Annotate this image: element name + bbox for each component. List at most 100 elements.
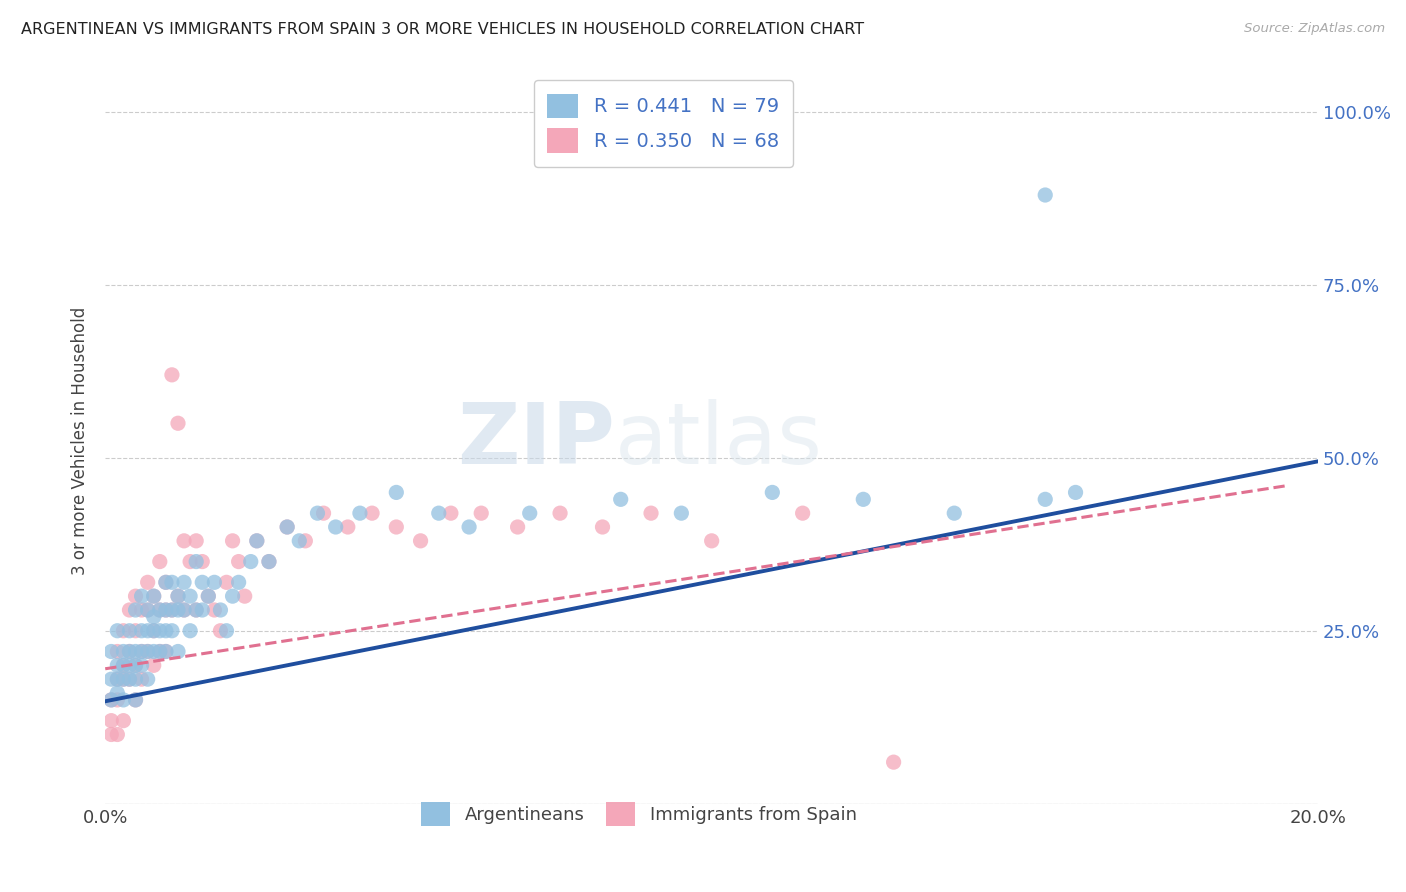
Point [548, 506, 571, 520]
Point [131, 672, 153, 686]
Point [167, 589, 190, 603]
Point [228, 555, 250, 569]
Point [136, 644, 159, 658]
Point [197, 589, 219, 603]
Point [257, 555, 280, 569]
Point [149, 624, 172, 638]
Point [239, 555, 262, 569]
Point [307, 506, 329, 520]
Point [105, 672, 128, 686]
Point [883, 755, 905, 769]
Point [349, 506, 371, 520]
Point [173, 533, 195, 548]
Point [167, 644, 190, 658]
Point [1033, 492, 1056, 507]
Point [409, 533, 432, 548]
Point [105, 624, 128, 638]
Point [105, 658, 128, 673]
Point [142, 644, 165, 658]
Point [179, 624, 201, 638]
Point [136, 624, 159, 638]
Point [197, 589, 219, 603]
Point [142, 658, 165, 673]
Text: atlas: atlas [614, 399, 823, 482]
Point [186, 533, 208, 548]
Point [105, 644, 128, 658]
Point [124, 693, 146, 707]
Point [1033, 188, 1056, 202]
Point [233, 589, 256, 603]
Point [124, 589, 146, 603]
Point [131, 624, 153, 638]
Point [112, 644, 135, 658]
Point [470, 506, 492, 520]
Text: ZIP: ZIP [457, 399, 614, 482]
Point [186, 603, 208, 617]
Point [191, 555, 214, 569]
Point [325, 520, 347, 534]
Point [142, 624, 165, 638]
Point [118, 624, 141, 638]
Point [186, 555, 208, 569]
Y-axis label: 3 or more Vehicles in Household: 3 or more Vehicles in Household [72, 307, 89, 574]
Point [427, 506, 450, 520]
Point [336, 520, 359, 534]
Point [112, 624, 135, 638]
Point [100, 693, 122, 707]
Point [186, 603, 208, 617]
Point [609, 492, 631, 507]
Point [124, 693, 146, 707]
Point [1064, 485, 1087, 500]
Point [155, 603, 177, 617]
Point [215, 575, 238, 590]
Point [124, 672, 146, 686]
Point [312, 506, 335, 520]
Point [173, 603, 195, 617]
Point [112, 658, 135, 673]
Point [100, 693, 122, 707]
Point [202, 603, 225, 617]
Point [136, 603, 159, 617]
Point [160, 603, 183, 617]
Point [640, 506, 662, 520]
Point [118, 603, 141, 617]
Text: Source: ZipAtlas.com: Source: ZipAtlas.com [1244, 22, 1385, 36]
Point [118, 658, 141, 673]
Point [221, 533, 243, 548]
Legend: Argentineans, Immigrants from Spain: Argentineans, Immigrants from Spain [412, 793, 866, 835]
Point [105, 693, 128, 707]
Point [160, 368, 183, 382]
Point [276, 520, 298, 534]
Point [142, 624, 165, 638]
Point [191, 603, 214, 617]
Point [124, 658, 146, 673]
Point [385, 485, 408, 500]
Point [155, 603, 177, 617]
Point [160, 575, 183, 590]
Point [136, 603, 159, 617]
Point [118, 644, 141, 658]
Point [124, 603, 146, 617]
Point [160, 624, 183, 638]
Point [124, 644, 146, 658]
Point [700, 533, 723, 548]
Point [142, 610, 165, 624]
Point [592, 520, 614, 534]
Point [160, 603, 183, 617]
Point [458, 520, 481, 534]
Point [112, 672, 135, 686]
Point [519, 506, 541, 520]
Point [209, 624, 232, 638]
Point [112, 658, 135, 673]
Point [100, 672, 122, 686]
Point [105, 727, 128, 741]
Point [221, 589, 243, 603]
Point [100, 714, 122, 728]
Point [385, 520, 408, 534]
Point [136, 672, 159, 686]
Point [155, 624, 177, 638]
Point [167, 417, 190, 431]
Point [105, 686, 128, 700]
Point [228, 575, 250, 590]
Point [124, 658, 146, 673]
